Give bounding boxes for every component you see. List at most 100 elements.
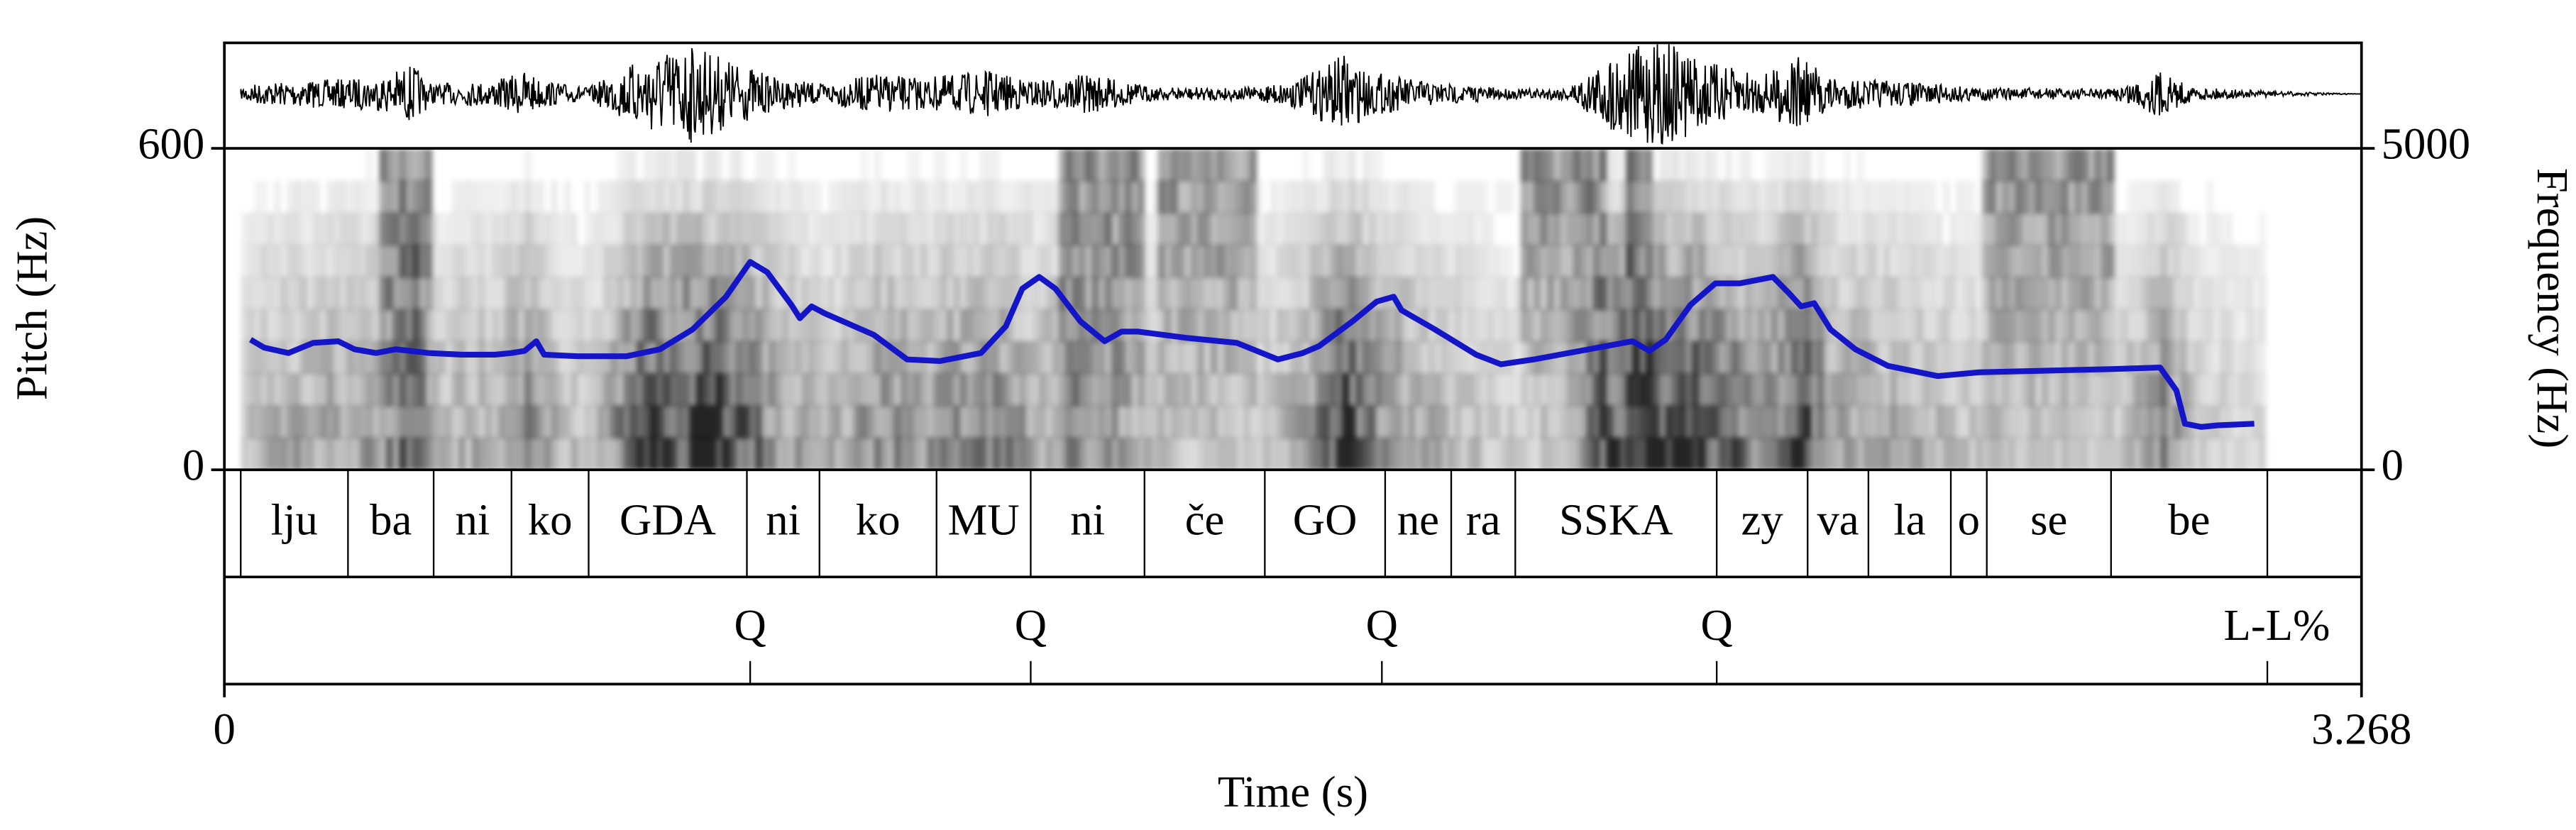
- spectrogram-cell: [946, 309, 954, 343]
- spectrogram-cell: [451, 212, 459, 246]
- spectrogram-cell: [319, 309, 327, 343]
- spectrogram-cell: [1606, 309, 1614, 343]
- spectrogram-cell: [478, 341, 485, 375]
- spectrogram-cell: [1032, 405, 1040, 439]
- spectrogram-cell: [339, 277, 347, 310]
- spectrogram-cell: [1256, 212, 1264, 246]
- spectrogram-cell: [1177, 245, 1185, 278]
- spectrogram-cell: [1480, 180, 1488, 214]
- spectrogram-cell: [821, 405, 829, 439]
- spectrogram-cell: [1276, 277, 1284, 310]
- spectrogram-cell: [1666, 180, 1673, 214]
- spectrogram-cell: [1658, 148, 1666, 182]
- spectrogram-cell: [1837, 341, 1844, 375]
- spectrogram-cell: [913, 277, 921, 310]
- spectrogram-cell: [1592, 437, 1600, 470]
- spectrogram-cell: [1494, 437, 1502, 470]
- spectrogram-cell: [933, 437, 941, 470]
- spectrogram-cell: [709, 341, 717, 375]
- spectrogram-cell: [1487, 405, 1495, 439]
- spectrogram-cell: [1712, 245, 1719, 278]
- spectrogram-cell: [445, 245, 453, 278]
- spectrogram-cell: [2054, 373, 2062, 406]
- spectrogram-cell: [1876, 180, 1884, 214]
- spectrogram-cell: [1790, 373, 1798, 406]
- spectrogram-cell: [2180, 277, 2187, 310]
- spectrogram-cell: [1540, 437, 1548, 470]
- spectrogram-cell: [946, 437, 954, 470]
- spectrogram-cell: [1619, 180, 1626, 214]
- spectrogram-cell: [1962, 212, 1970, 246]
- spectrogram-cell: [1672, 212, 1680, 246]
- spectrogram-cell: [373, 180, 380, 214]
- spectrogram-cell: [1929, 405, 1937, 439]
- spectrogram-cell: [2206, 341, 2214, 375]
- spectrogram-cell: [795, 180, 802, 214]
- spectrogram-cell: [273, 277, 281, 310]
- spectrogram-cell: [1586, 405, 1594, 439]
- spectrogram-cell: [260, 309, 268, 343]
- spectrogram-cell: [1626, 373, 1634, 406]
- spectrogram-cell: [2147, 212, 2154, 246]
- spectrogram-cell: [893, 180, 901, 214]
- spectrogram-cell: [1230, 212, 1238, 246]
- spectrogram-cell: [1289, 437, 1297, 470]
- spectrogram-cell: [1678, 405, 1686, 439]
- spectrogram-cell: [1804, 373, 1812, 406]
- spectrogram-cell: [1118, 245, 1125, 278]
- spectrogram-cell: [1250, 245, 1257, 278]
- spectrogram-cell: [1553, 180, 1561, 214]
- spectrogram-cell: [940, 245, 947, 278]
- spectrogram-cell: [1283, 309, 1290, 343]
- spectrogram-cell: [2167, 341, 2174, 375]
- spectrogram-cell: [1784, 245, 1792, 278]
- spectrogram-cell: [2088, 309, 2095, 343]
- spectrogram-cell: [505, 245, 512, 278]
- spectrogram-cell: [1441, 437, 1448, 470]
- spectrogram-cell: [1724, 277, 1732, 310]
- spectrogram-cell: [2259, 405, 2267, 439]
- spectrogram-cell: [1348, 277, 1356, 310]
- spectrogram-cell: [775, 212, 783, 246]
- spectrogram-cell: [1177, 437, 1185, 470]
- spectrogram-cell: [769, 309, 776, 343]
- spectrogram-cell: [293, 212, 301, 246]
- spectrogram-cell: [1217, 341, 1224, 375]
- spectrogram-cell: [643, 341, 651, 375]
- spectrogram-cell: [695, 277, 703, 310]
- spectrogram-cell: [874, 180, 881, 214]
- spectrogram-cell: [1276, 405, 1284, 439]
- spectrogram-cell: [1441, 277, 1448, 310]
- spectrogram-cell: [300, 405, 307, 439]
- spectrogram-cell: [1896, 341, 1904, 375]
- spectrogram-cell: [1534, 245, 1541, 278]
- spectrogram-cell: [313, 309, 321, 343]
- spectrogram-cell: [1105, 341, 1112, 375]
- spectrogram-cell: [1573, 148, 1580, 182]
- spectrogram-cell: [2213, 373, 2220, 406]
- spectrogram-cell: [1632, 405, 1640, 439]
- spectrogram-cell: [405, 245, 413, 278]
- spectrogram-cell: [761, 405, 769, 439]
- spectrogram-cell: [973, 309, 980, 343]
- spectrogram-cell: [1454, 405, 1462, 439]
- spectrogram-cell: [353, 309, 360, 343]
- spectrogram-cell: [1065, 245, 1073, 278]
- spectrogram-cell: [1072, 277, 1079, 310]
- spectrogram-cell: [603, 405, 611, 439]
- spectrogram-cell: [1025, 373, 1033, 406]
- spectrogram-cell: [1131, 245, 1139, 278]
- spectrogram-cell: [761, 437, 769, 470]
- spectrogram-cell: [1718, 341, 1726, 375]
- spectrogram-cell: [1276, 212, 1284, 246]
- spectrogram-cell: [1236, 180, 1244, 214]
- spectrogram-cell: [1876, 277, 1884, 310]
- spectrogram-cell: [946, 245, 954, 278]
- spectrogram-cell: [1652, 341, 1660, 375]
- spectrogram-cell: [1856, 148, 1864, 182]
- spectrogram-cell: [2101, 245, 2108, 278]
- spectrogram-cell: [1289, 309, 1297, 343]
- spectrogram-cell: [326, 373, 334, 406]
- spectrogram-cell: [1817, 405, 1824, 439]
- spectrogram-cell: [1105, 245, 1112, 278]
